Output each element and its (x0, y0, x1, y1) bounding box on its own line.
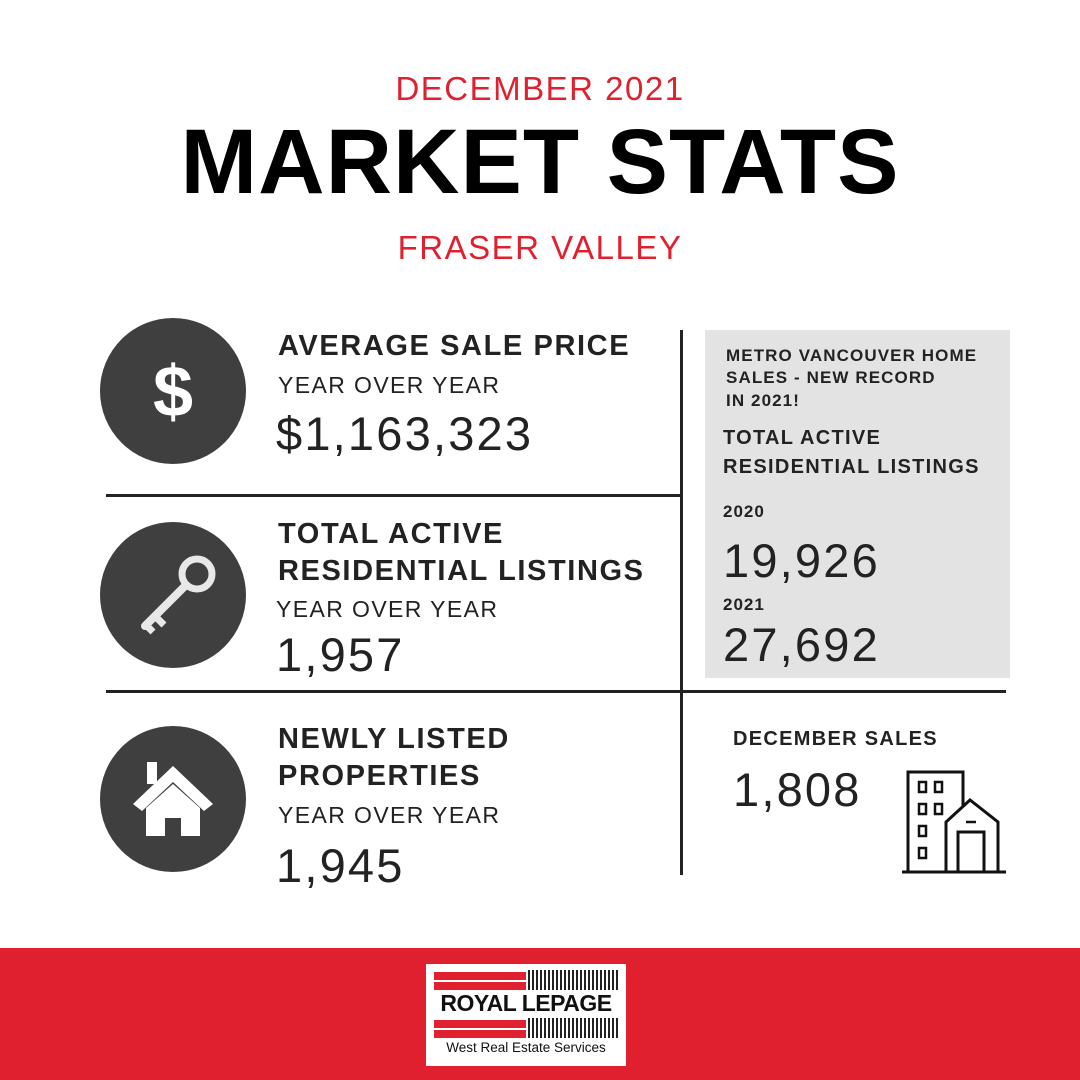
logo-stripe (434, 1030, 526, 1038)
logo-ticks (528, 970, 618, 990)
row-divider-2 (106, 690, 1006, 693)
panel-title-line: METRO VANCOUVER HOME (726, 346, 978, 365)
logo-stripe (434, 982, 526, 990)
buildings-icon (902, 770, 1006, 874)
panel-title-line: IN 2021! (726, 390, 801, 410)
stat-heading-line: PROPERTIES (278, 760, 481, 793)
metro-vancouver-panel (705, 330, 1010, 678)
house-icon (100, 726, 246, 872)
key-icon (100, 522, 246, 668)
row-divider-1 (106, 494, 680, 497)
stat-heading-new-listings: NEWLY LISTED PROPERTIES (278, 721, 510, 795)
panel-heading: TOTAL ACTIVE RESIDENTIAL LISTINGS (723, 424, 980, 482)
panel-title: METRO VANCOUVER HOME SALES - NEW RECORD … (726, 345, 977, 412)
stat-heading-line: NEWLY LISTED (278, 723, 510, 755)
brand-logo: ROYAL LEPAGE West Real Estate Services (426, 964, 626, 1066)
logo-stripe (434, 1020, 526, 1028)
stat-sub-active-listings: YEAR OVER YEAR (276, 596, 499, 622)
stat-sub-avg-price: YEAR OVER YEAR (278, 372, 501, 398)
page-title: MARKET STATS (180, 111, 900, 213)
logo-stripe (434, 972, 526, 980)
stat-sub-new-listings: YEAR OVER YEAR (278, 802, 501, 828)
panel-year-2021: 2021 (723, 595, 765, 614)
december-sales-label: DECEMBER SALES (733, 728, 938, 750)
svg-text:$: $ (153, 352, 193, 432)
region-label: FRASER VALLEY (397, 229, 683, 266)
stat-heading-avg-price: AVERAGE SALE PRICE (278, 330, 631, 362)
report-month: DECEMBER 2021 (395, 70, 685, 107)
logo-tagline: West Real Estate Services (446, 1040, 606, 1055)
panel-value-2021: 27,692 (723, 618, 880, 671)
panel-value-2020: 19,926 (723, 534, 880, 587)
stat-heading-active-listings: TOTAL ACTIVE RESIDENTIAL LISTINGS (278, 516, 645, 590)
vertical-divider (680, 330, 683, 875)
panel-year-2020: 2020 (723, 502, 765, 521)
panel-heading-line: RESIDENTIAL LISTINGS (723, 456, 980, 478)
stat-value-new-listings: 1,945 (276, 839, 405, 892)
december-sales-value: 1,808 (733, 763, 862, 816)
dollar-icon: $ (100, 318, 246, 464)
stat-heading-line: RESIDENTIAL LISTINGS (278, 555, 645, 588)
stat-value-active-listings: 1,957 (276, 628, 405, 681)
stat-value-avg-price: $1,163,323 (276, 407, 534, 460)
logo-ticks (528, 1018, 618, 1038)
stat-heading-line: TOTAL ACTIVE (278, 518, 504, 550)
logo-brand-name: ROYAL LEPAGE (440, 990, 612, 1016)
panel-heading-line: TOTAL ACTIVE (723, 427, 882, 449)
panel-title-line: SALES - NEW RECORD (726, 368, 936, 388)
